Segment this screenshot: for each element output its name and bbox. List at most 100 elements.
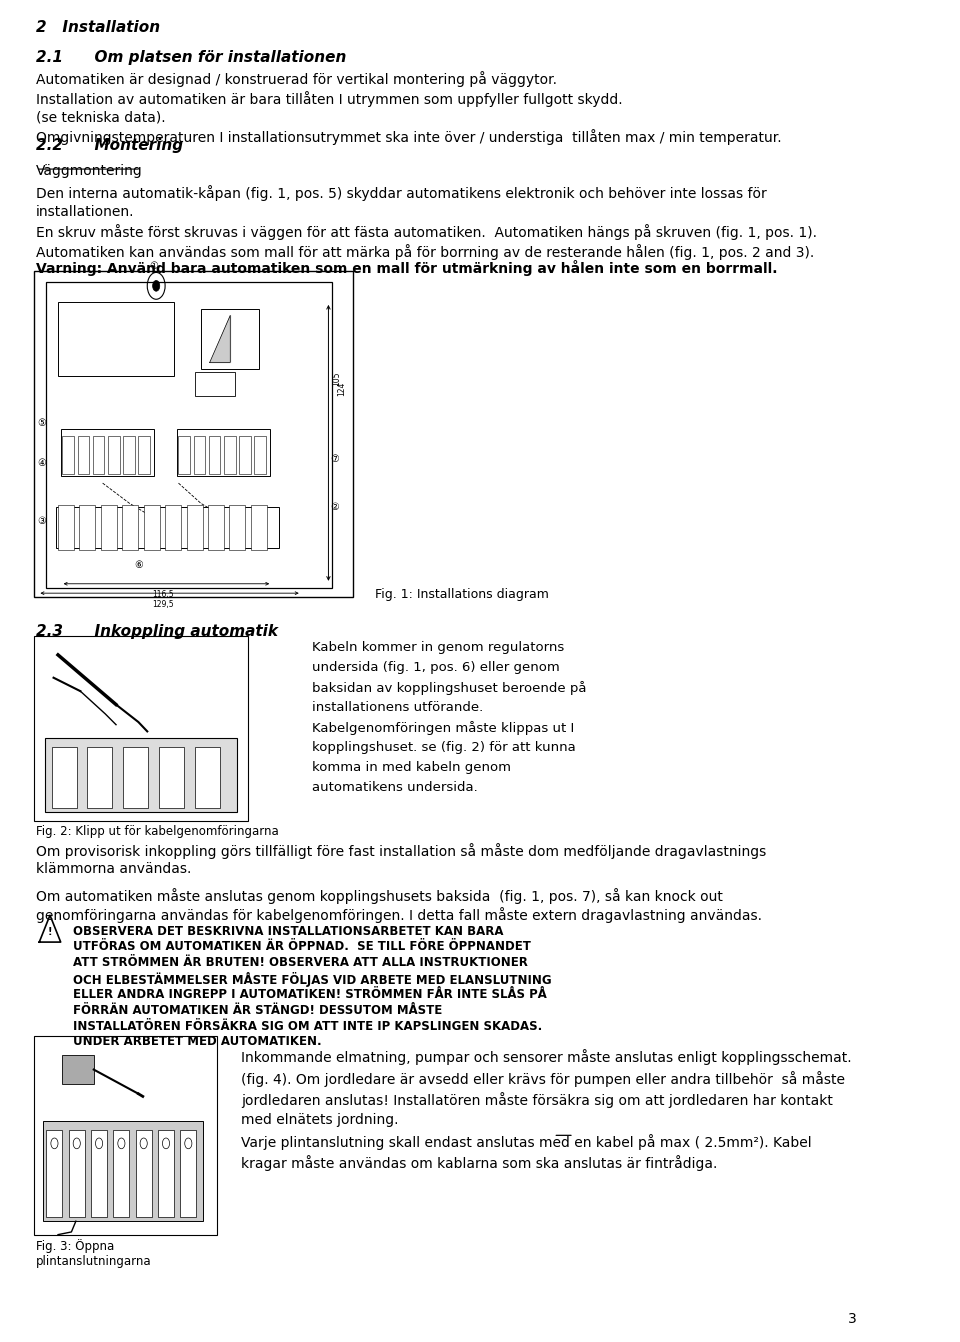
Bar: [60, 429, 155, 476]
Text: ELLER ANDRA INGREPP I AUTOMATIKEN! STRÖMMEN FÅR INTE SLÅS PÅ: ELLER ANDRA INGREPP I AUTOMATIKEN! STRÖM…: [73, 988, 547, 1001]
Bar: [52, 747, 77, 808]
Text: En skruv måste först skruvas i väggen för att fästa automatiken.  Automatiken hä: En skruv måste först skruvas i väggen fö…: [36, 224, 817, 240]
Text: UNDER ARBETET MED AUTOMATIKEN.: UNDER ARBETET MED AUTOMATIKEN.: [73, 1036, 322, 1048]
Text: ⑤: ⑤: [37, 417, 46, 428]
Bar: [123, 747, 148, 808]
Text: !: !: [48, 927, 52, 937]
Bar: [239, 436, 251, 474]
Text: Automatiken kan användas som mall för att märka på för borrning av de resterande: Automatiken kan användas som mall för at…: [36, 243, 814, 259]
Text: 3: 3: [848, 1312, 856, 1326]
Bar: [138, 436, 150, 474]
Text: (fig. 4). Om jordledare är avsedd eller krävs för pumpen eller andra tillbehör  : (fig. 4). Om jordledare är avsedd eller …: [241, 1071, 845, 1087]
Bar: [78, 436, 89, 474]
Text: 2.1      Om platsen för installationen: 2.1 Om platsen för installationen: [36, 50, 346, 64]
Text: (se tekniska data).: (se tekniska data).: [36, 110, 165, 123]
Bar: [44, 738, 236, 812]
Text: genomföringarna användas för kabelgenomföringen. I detta fall måste extern draga: genomföringarna användas för kabelgenomf…: [36, 907, 761, 923]
Text: Kabeln kommer in genom regulatorns: Kabeln kommer in genom regulatorns: [312, 641, 564, 655]
Text: Varning: Använd bara automatiken som en mall för utmärkning av hålen inte som en: Varning: Använd bara automatiken som en …: [36, 260, 778, 276]
Bar: [194, 436, 205, 474]
Text: Fig. 3: Öppna: Fig. 3: Öppna: [36, 1239, 114, 1252]
Text: Varje plintanslutning skall endast anslutas med en kabel på max ( 2.5mm²). Kabel: Varje plintanslutning skall endast anslu…: [241, 1134, 811, 1150]
Bar: [43, 1121, 204, 1221]
Text: klämmorna användas.: klämmorna användas.: [36, 862, 191, 875]
Bar: [209, 436, 221, 474]
Text: installationen.: installationen.: [36, 204, 134, 219]
Text: 116,5: 116,5: [153, 590, 174, 600]
Bar: [93, 436, 105, 474]
Text: 2.2      Montering: 2.2 Montering: [36, 138, 182, 153]
Bar: [180, 1130, 197, 1217]
Bar: [229, 505, 246, 550]
Bar: [113, 1130, 130, 1217]
Bar: [158, 1130, 174, 1217]
Text: baksidan av kopplingshuset beroende på: baksidan av kopplingshuset beroende på: [312, 682, 587, 695]
Bar: [34, 1036, 217, 1235]
Bar: [122, 505, 138, 550]
Bar: [91, 1130, 108, 1217]
Text: Väggmontering: Väggmontering: [36, 164, 142, 177]
Text: UTFÖRAS OM AUTOMATIKEN ÄR ÖPPNAD.  SE TILL FÖRE ÖPPNANDET: UTFÖRAS OM AUTOMATIKEN ÄR ÖPPNAD. SE TIL…: [73, 941, 531, 953]
Text: Om automatiken måste anslutas genom kopplingshusets baksida  (fig. 1, pos. 7), s: Om automatiken måste anslutas genom kopp…: [36, 888, 723, 905]
Text: OBSERVERA DET BESKRIVNA INSTALLATIONSARBETET KAN BARA: OBSERVERA DET BESKRIVNA INSTALLATIONSARB…: [73, 925, 504, 938]
Bar: [186, 505, 203, 550]
Bar: [201, 309, 259, 369]
Text: plintanslutningarna: plintanslutningarna: [36, 1255, 152, 1268]
Text: ②: ②: [330, 502, 339, 513]
Text: 105: 105: [332, 372, 341, 385]
Bar: [46, 282, 332, 588]
Bar: [34, 271, 353, 597]
Bar: [58, 505, 74, 550]
Text: 124: 124: [337, 382, 347, 396]
Bar: [179, 436, 190, 474]
Text: OCH ELBESTÄMMELSER MÅSTE FÖLJAS VID ARBETE MED ELANSLUTNING: OCH ELBESTÄMMELSER MÅSTE FÖLJAS VID ARBE…: [73, 972, 552, 988]
Bar: [123, 436, 134, 474]
Text: installationens utförande.: installationens utförande.: [312, 701, 484, 714]
Text: kopplingshuset. se (fig. 2) för att kunna: kopplingshuset. se (fig. 2) för att kunn…: [312, 741, 576, 754]
Text: komma in med kabeln genom: komma in med kabeln genom: [312, 761, 512, 773]
Text: FÖRRÄN AUTOMATIKEN ÄR STÄNGD! DESSUTOM MÅSTE: FÖRRÄN AUTOMATIKEN ÄR STÄNGD! DESSUTOM M…: [73, 1004, 443, 1017]
Bar: [144, 505, 159, 550]
Text: Den interna automatik-kåpan (fig. 1, pos. 5) skyddar automatikens elektronik och: Den interna automatik-kåpan (fig. 1, pos…: [36, 185, 766, 201]
Text: med elnätets jordning.: med elnätets jordning.: [241, 1113, 398, 1127]
Text: ATT STRÖMMEN ÄR BRUTEN! OBSERVERA ATT ALLA INSTRUKTIONER: ATT STRÖMMEN ÄR BRUTEN! OBSERVERA ATT AL…: [73, 957, 528, 969]
Text: SET: SET: [209, 381, 219, 386]
Bar: [80, 505, 95, 550]
Bar: [87, 747, 112, 808]
Text: INSTALLATÖREN FÖRSÄKRA SIG OM ATT INTE IP KAPSLINGEN SKADAS.: INSTALLATÖREN FÖRSÄKRA SIG OM ATT INTE I…: [73, 1020, 542, 1032]
Bar: [58, 302, 174, 376]
Text: 2   Installation: 2 Installation: [36, 20, 159, 35]
Text: Omgivningstemperaturen I installationsutrymmet ska inte över / understiga  tillå: Omgivningstemperaturen I installationsut…: [36, 129, 781, 145]
Bar: [251, 505, 267, 550]
Bar: [62, 436, 74, 474]
Text: ①: ①: [149, 262, 157, 271]
Bar: [57, 507, 279, 548]
Bar: [165, 505, 181, 550]
Bar: [34, 636, 248, 821]
Bar: [195, 372, 235, 396]
Bar: [177, 429, 271, 476]
Text: Om provisorisk inkoppling görs tillfälligt före fast installation så måste dom m: Om provisorisk inkoppling görs tillfälli…: [36, 843, 766, 859]
Text: Automatiken är designad / konstruerad för vertikal montering på väggytor.: Automatiken är designad / konstruerad fö…: [36, 71, 557, 87]
Text: ⑥: ⑥: [134, 560, 143, 569]
Text: kragar måste användas om kablarna som ska anslutas är fintrådiga.: kragar måste användas om kablarna som sk…: [241, 1155, 717, 1172]
Bar: [101, 505, 117, 550]
Text: ③: ③: [37, 515, 46, 526]
Text: Fig. 2: Klipp ut för kabelgenomföringarna: Fig. 2: Klipp ut för kabelgenomföringarn…: [36, 825, 278, 839]
Bar: [208, 505, 224, 550]
Text: automatikens undersida.: automatikens undersida.: [312, 781, 478, 793]
Text: Fig. 1: Installations diagram: Fig. 1: Installations diagram: [374, 588, 549, 601]
Text: ⑦: ⑦: [330, 454, 339, 464]
Bar: [108, 436, 120, 474]
Text: ④: ④: [37, 458, 46, 468]
Bar: [62, 1055, 94, 1084]
Text: Kabelgenomföringen måste klippas ut I: Kabelgenomföringen måste klippas ut I: [312, 721, 575, 735]
Polygon shape: [209, 315, 230, 362]
Bar: [224, 436, 235, 474]
Bar: [135, 1130, 152, 1217]
Bar: [254, 436, 266, 474]
Bar: [158, 747, 184, 808]
Circle shape: [153, 280, 159, 291]
Text: Inkommande elmatning, pumpar och sensorer måste anslutas enligt kopplingsschemat: Inkommande elmatning, pumpar och sensore…: [241, 1049, 852, 1066]
Text: 2.3      Inkoppling automatik: 2.3 Inkoppling automatik: [36, 624, 277, 639]
